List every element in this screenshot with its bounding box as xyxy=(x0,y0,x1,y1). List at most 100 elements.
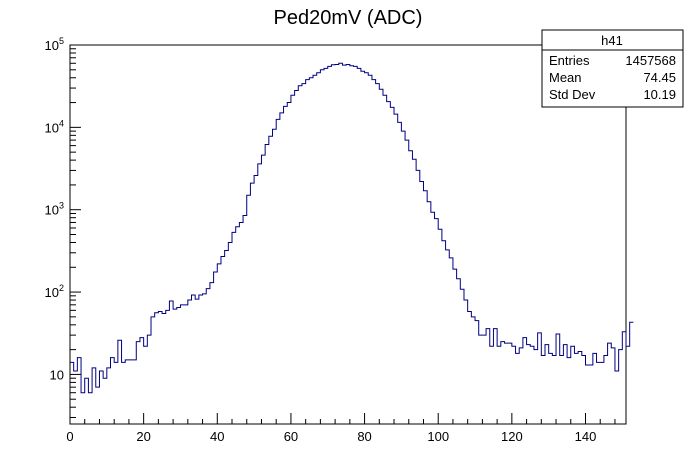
histogram-bin xyxy=(475,321,479,424)
histogram-bin xyxy=(195,299,199,424)
histogram-bin xyxy=(379,89,383,424)
histogram-bin xyxy=(615,371,619,424)
axis-ticks xyxy=(69,44,616,424)
histogram-bin xyxy=(151,317,155,424)
stats-histogram-name: h41 xyxy=(601,33,623,48)
histogram-bin xyxy=(567,358,571,424)
histogram-bin xyxy=(545,345,549,424)
histogram-bin xyxy=(578,351,582,424)
histogram-bin xyxy=(372,80,376,424)
histogram-bin xyxy=(527,345,531,424)
histogram-bin xyxy=(188,300,192,424)
chart-title: Ped20mV (ADC) xyxy=(274,7,423,29)
histogram-bin xyxy=(239,222,243,424)
stats-mean-value: 74.45 xyxy=(643,70,676,85)
histogram-bin xyxy=(438,229,442,424)
histogram-bin xyxy=(457,279,461,424)
histogram-bin xyxy=(479,335,483,424)
stats-entries-value: 1457568 xyxy=(625,53,676,68)
histogram-bin xyxy=(560,355,564,424)
histogram-bin xyxy=(162,313,166,424)
histogram-bin xyxy=(346,64,350,424)
stats-box: h41 Entries 1457568 Mean 74.45 Std Dev 1… xyxy=(541,29,684,108)
histogram-bin xyxy=(604,355,608,424)
histogram-bin xyxy=(519,348,523,424)
x-tick-label: 40 xyxy=(210,429,224,444)
histogram-bin xyxy=(166,310,170,424)
x-tick-label: 60 xyxy=(284,429,298,444)
stats-stddev-value: 10.19 xyxy=(643,87,676,102)
histogram-bin xyxy=(250,183,254,424)
histogram-bin xyxy=(306,80,310,424)
histogram-bin xyxy=(350,66,354,424)
y-tick-label: 105 xyxy=(45,36,64,53)
histogram-bin xyxy=(258,164,262,424)
histogram-bin xyxy=(446,250,450,424)
histogram-bin xyxy=(538,333,542,424)
histogram-bin xyxy=(453,269,457,424)
histogram-bin xyxy=(177,307,181,424)
y-tick-label: 102 xyxy=(45,283,64,300)
histogram-bin xyxy=(173,309,177,424)
histogram-bin xyxy=(597,362,601,424)
histogram-bin xyxy=(254,176,258,424)
y-tick-label: 103 xyxy=(45,201,64,218)
histogram-bin xyxy=(144,346,148,424)
histogram-bin xyxy=(611,348,615,424)
histogram-bin xyxy=(88,393,92,424)
histogram-bin xyxy=(405,140,409,424)
histogram-bin xyxy=(630,322,634,424)
histogram-bin xyxy=(501,342,505,424)
stats-entries-label: Entries xyxy=(549,53,590,68)
histogram-bin xyxy=(85,378,89,424)
histogram-bin xyxy=(571,346,575,424)
histogram-bin xyxy=(77,358,81,424)
histogram-bin xyxy=(192,295,196,424)
histogram-bin xyxy=(96,387,100,424)
histogram-bin xyxy=(552,355,556,424)
x-tick-label: 140 xyxy=(575,429,597,444)
histogram-outline xyxy=(70,62,634,394)
histogram-bin xyxy=(103,378,107,424)
histogram-bin xyxy=(420,182,424,424)
histogram-bin xyxy=(247,195,251,424)
y-tick-label: 10 xyxy=(50,367,64,382)
histogram-bin xyxy=(516,353,520,424)
histogram-bin xyxy=(608,343,612,424)
histogram-bin xyxy=(324,68,328,424)
y-tick-labels: 10 102 103 104 105 xyxy=(45,36,64,382)
stats-stddev-label: Std Dev xyxy=(549,87,596,102)
x-tick-label: 20 xyxy=(136,429,150,444)
histogram-bin xyxy=(508,343,512,424)
histogram-bin xyxy=(328,66,332,424)
histogram-bin xyxy=(497,346,501,424)
histogram-bin xyxy=(180,305,184,424)
histogram-bin xyxy=(365,73,369,424)
histogram-bin xyxy=(203,294,207,424)
histogram-bin xyxy=(236,227,240,424)
histogram-bin xyxy=(295,91,299,424)
histogram-bin xyxy=(504,343,508,424)
histogram-bin xyxy=(398,122,402,424)
histogram-bin xyxy=(593,353,597,424)
histogram-bin xyxy=(464,300,468,424)
histogram-bin xyxy=(221,257,225,424)
histogram-bin xyxy=(243,216,247,424)
histogram-bin xyxy=(409,151,413,424)
histogram-bin xyxy=(206,289,210,424)
histogram-bin xyxy=(383,95,387,424)
stats-box-frame xyxy=(541,29,684,108)
histogram-bin xyxy=(276,119,280,424)
histogram-bin xyxy=(92,368,96,424)
histogram-bin xyxy=(287,103,291,424)
x-tick-labels: 0 20 40 60 80 100 120 140 xyxy=(66,429,596,444)
histogram-bin xyxy=(147,335,151,424)
histogram-bin xyxy=(298,86,302,424)
histogram-bin xyxy=(449,258,453,424)
histogram-bin xyxy=(125,360,129,424)
histogram-bin xyxy=(136,342,140,424)
histogram-bin xyxy=(261,155,265,424)
histogram-bin xyxy=(626,346,630,424)
histogram-bins xyxy=(70,63,633,424)
